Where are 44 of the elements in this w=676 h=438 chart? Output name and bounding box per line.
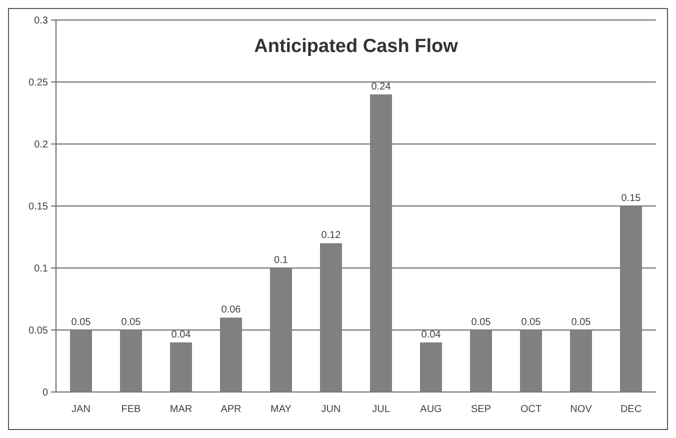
x-tick-label: FEB (121, 404, 142, 415)
x-tick-label: JUL (372, 404, 390, 415)
y-tick-label: 0.2 (34, 140, 48, 150)
y-tick-label: 0 (42, 388, 48, 398)
data-label: 0.06 (221, 304, 242, 316)
bar (220, 318, 242, 392)
data-label: 0.15 (621, 193, 642, 204)
x-tick-label: AUG (420, 404, 442, 415)
x-tick-label: MAR (170, 404, 192, 415)
bar (620, 206, 642, 392)
x-tick-label: MAY (270, 404, 292, 415)
bar (120, 330, 142, 392)
x-tick-label: SEP (470, 404, 492, 415)
x-tick-label: OCT (520, 404, 542, 415)
data-label: 0.05 (121, 317, 142, 328)
bar (370, 94, 392, 392)
bar (570, 330, 592, 392)
data-label: 0.04 (421, 329, 442, 340)
x-tick-label: APR (220, 404, 242, 415)
x-tick-label: JUN (321, 404, 341, 415)
x-tick-label: NOV (570, 404, 592, 415)
text: Anticipated Cash Flow (254, 36, 458, 57)
data-label: 0.05 (71, 317, 92, 328)
data-label: 0.05 (571, 317, 592, 328)
x-tick-label: JAN (72, 404, 90, 415)
data-label: 0.12 (321, 230, 342, 242)
y-tick-label: 0.15 (28, 202, 48, 212)
y-tick-label: 0.3 (34, 16, 48, 26)
data-label: 0.24 (371, 81, 392, 92)
y-tick-label: 0.1 (34, 264, 48, 274)
y-tick-label: 0.05 (28, 326, 48, 336)
bar (420, 342, 442, 392)
bar (470, 330, 492, 392)
data-label: 0.05 (521, 317, 542, 328)
x-tick-label: DEC (620, 404, 642, 415)
bar (170, 342, 192, 392)
data-label: 0.05 (471, 317, 492, 328)
data-label: 0.1 (274, 255, 288, 266)
bar (520, 330, 542, 392)
y-tick-label: 0.25 (28, 78, 48, 88)
bar (70, 330, 92, 392)
bar (320, 243, 342, 392)
bar (270, 268, 292, 392)
data-label: 0.04 (171, 329, 192, 340)
